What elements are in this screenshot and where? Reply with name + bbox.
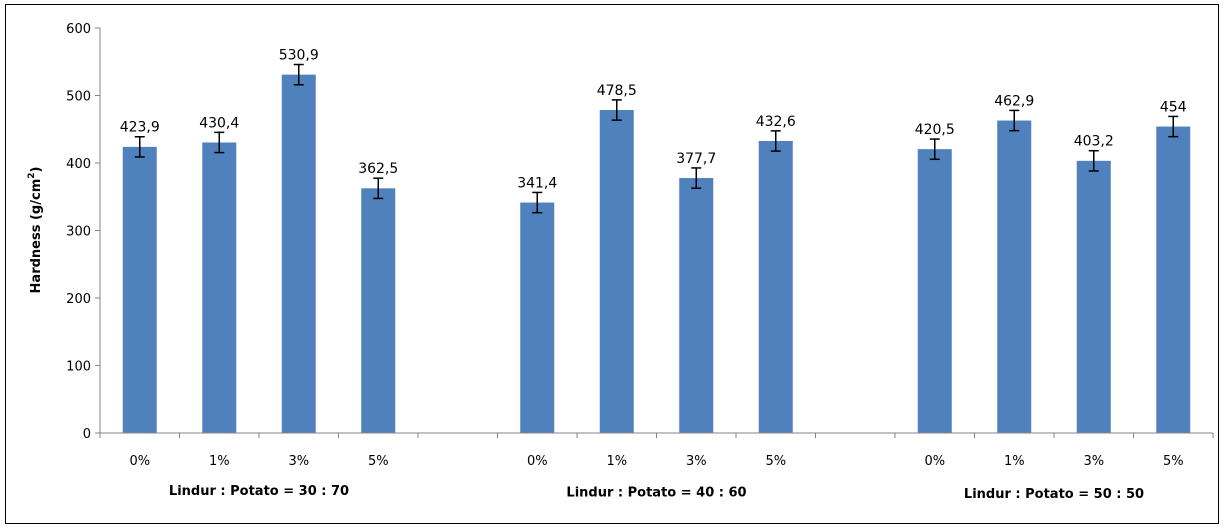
bar <box>202 142 237 434</box>
x-tick-label: 1% <box>209 454 230 469</box>
bar <box>599 110 634 433</box>
x-tick-label: 0% <box>924 454 945 469</box>
group-label: Lindur : Potato = 40 : 60 <box>566 486 746 501</box>
data-label: 403,2 <box>1074 134 1114 150</box>
bar <box>917 149 952 433</box>
data-label: 362,5 <box>358 161 398 177</box>
bar <box>122 146 157 433</box>
y-tick-label: 100 <box>66 360 91 375</box>
bar <box>520 202 555 433</box>
data-label: 454 <box>1160 99 1187 115</box>
y-axis-title-close: ) <box>29 167 44 173</box>
group-label: Lindur : Potato = 30 : 70 <box>169 484 349 499</box>
x-tick-label: 0% <box>527 454 548 469</box>
y-tick-label: 300 <box>66 225 91 240</box>
x-tick-label: 3% <box>288 454 309 469</box>
x-tick-label: 5% <box>1163 454 1184 469</box>
bar <box>281 74 316 433</box>
x-tick-label: 3% <box>686 454 707 469</box>
data-label: 420,5 <box>915 122 955 138</box>
data-label: 478,5 <box>597 83 637 99</box>
x-axis: 0% 1% 3% 5% Lindur : Potato = 30 : 70 0% 1% 3% 5… <box>99 432 1214 502</box>
data-label: 462,9 <box>994 93 1034 109</box>
x-tick-label: 1% <box>606 454 627 469</box>
y-axis-title-text: Hardness (g/cm <box>29 179 44 294</box>
x-tick-label: 5% <box>765 454 786 469</box>
x-tick-label: 5% <box>368 454 389 469</box>
y-axis-title-sup: 2 <box>27 172 37 178</box>
bar <box>1076 160 1111 433</box>
data-label: 430,4 <box>199 115 239 131</box>
y-tick-label: 600 <box>66 22 91 37</box>
x-tick-label: 3% <box>1083 454 1104 469</box>
data-label: 432,6 <box>756 114 796 130</box>
bars: 423,9 430,4 530,9 362,5 341,4 478,5 377,7 432,6… <box>120 48 1191 434</box>
x-tick-label: 0% <box>129 454 150 469</box>
bar <box>1156 126 1191 434</box>
data-label: 423,9 <box>120 120 160 136</box>
y-axis-title: Hardness (g/cm2) <box>27 167 44 294</box>
data-label: 530,9 <box>279 48 319 64</box>
x-tick-label: 1% <box>1004 454 1025 469</box>
data-label: 377,7 <box>676 151 716 167</box>
y-axis: 0 100 200 300 400 500 600 <box>66 22 101 442</box>
bar <box>997 120 1032 433</box>
y-tick-label: 200 <box>66 292 91 307</box>
y-tick-label: 500 <box>66 90 91 105</box>
bar <box>758 140 793 433</box>
data-label: 341,4 <box>517 175 557 191</box>
bar <box>679 178 714 433</box>
y-tick-label: 0 <box>83 427 91 442</box>
group-label: Lindur : Potato = 50 : 50 <box>964 487 1144 502</box>
y-tick-label: 400 <box>66 157 91 172</box>
bar <box>361 188 396 433</box>
